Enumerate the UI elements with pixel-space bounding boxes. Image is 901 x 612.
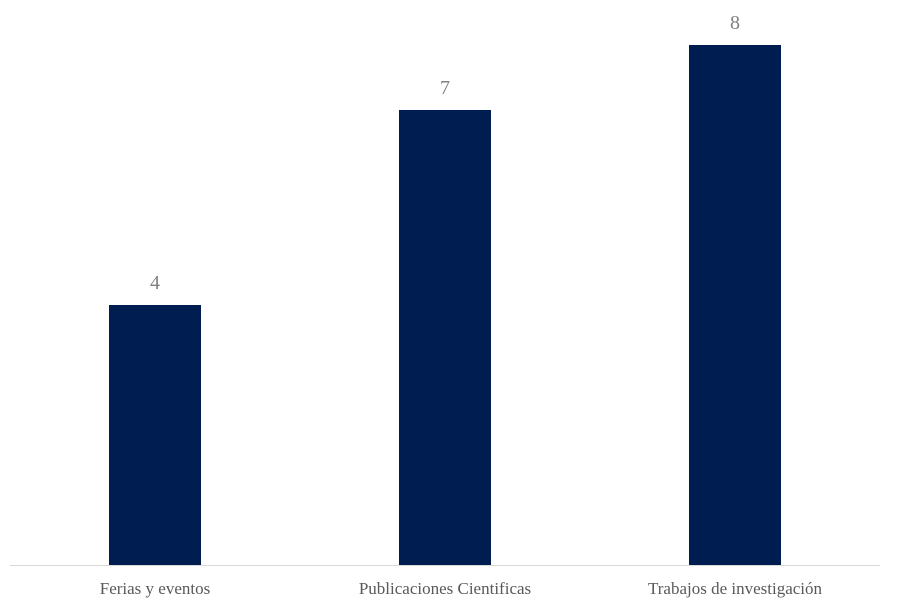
data-label-2: 7 [440,77,450,99]
category-labels-group: Ferias y eventos Publicaciones Cientifica… [100,579,823,598]
category-label-2: Publicaciones Cientificas [359,579,531,598]
bars-group [109,45,781,565]
bar-2 [399,110,491,565]
bar-3 [689,45,781,565]
data-label-1: 4 [150,272,160,294]
category-label-1: Ferias y eventos [100,579,210,598]
data-label-3: 8 [730,12,740,34]
data-labels-group: 4 7 8 [150,12,740,294]
bar-1 [109,305,201,565]
category-label-3: Trabajos de investigación [648,579,823,598]
